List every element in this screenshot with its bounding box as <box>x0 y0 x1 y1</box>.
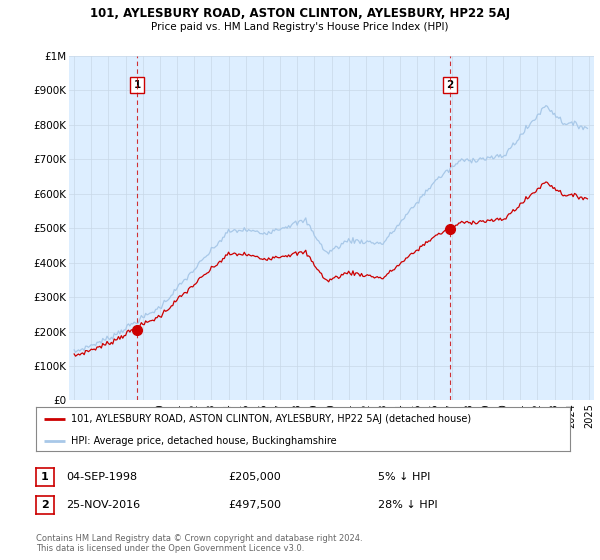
Text: 2: 2 <box>41 500 49 510</box>
Text: 101, AYLESBURY ROAD, ASTON CLINTON, AYLESBURY, HP22 5AJ: 101, AYLESBURY ROAD, ASTON CLINTON, AYLE… <box>90 7 510 20</box>
Text: £205,000: £205,000 <box>228 472 281 482</box>
Text: HPI: Average price, detached house, Buckinghamshire: HPI: Average price, detached house, Buck… <box>71 436 337 446</box>
Text: 1: 1 <box>133 80 141 90</box>
Text: 101, AYLESBURY ROAD, ASTON CLINTON, AYLESBURY, HP22 5AJ (detached house): 101, AYLESBURY ROAD, ASTON CLINTON, AYLE… <box>71 414 471 424</box>
Text: 25-NOV-2016: 25-NOV-2016 <box>66 500 140 510</box>
Text: Contains HM Land Registry data © Crown copyright and database right 2024.
This d: Contains HM Land Registry data © Crown c… <box>36 534 362 553</box>
Text: 5% ↓ HPI: 5% ↓ HPI <box>378 472 430 482</box>
Text: 1: 1 <box>41 472 49 482</box>
Text: 04-SEP-1998: 04-SEP-1998 <box>66 472 137 482</box>
Text: 2: 2 <box>446 80 454 90</box>
Text: £497,500: £497,500 <box>228 500 281 510</box>
Text: Price paid vs. HM Land Registry's House Price Index (HPI): Price paid vs. HM Land Registry's House … <box>151 22 449 32</box>
Text: 28% ↓ HPI: 28% ↓ HPI <box>378 500 437 510</box>
